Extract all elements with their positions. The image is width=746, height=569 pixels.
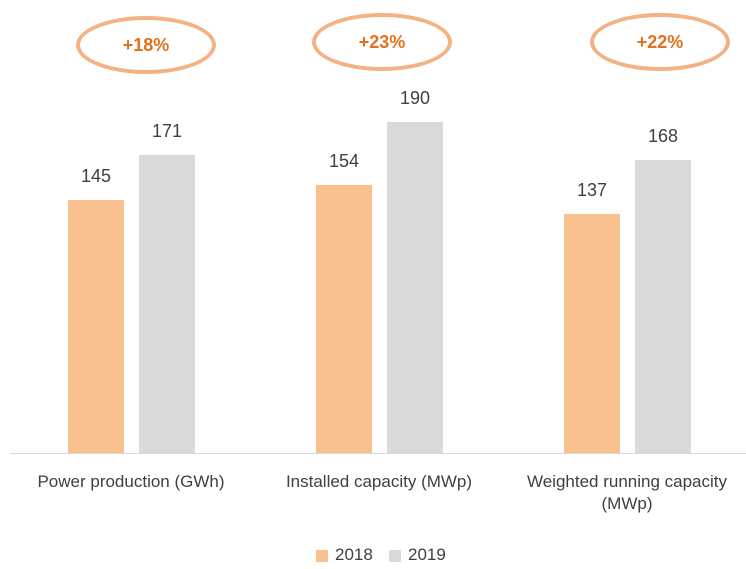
bar (316, 184, 372, 453)
annotation: +22% (590, 13, 730, 71)
bar (564, 214, 620, 453)
legend-label: 2019 (408, 545, 446, 564)
value-label: 168 (647, 126, 679, 147)
value-label: 154 (328, 150, 360, 171)
value-label: 171 (151, 121, 183, 142)
baseline (10, 453, 746, 454)
legend-swatch (316, 550, 328, 562)
bar (635, 160, 691, 453)
legend-swatch (389, 550, 401, 562)
bar (387, 122, 443, 453)
x-tick-label: Weighted running capacity (MWp) (526, 472, 728, 513)
annotation: +23% (312, 13, 452, 71)
value-label: 145 (80, 166, 112, 187)
legend-label: 2018 (335, 545, 373, 564)
value-label: 137 (576, 180, 608, 201)
bar (139, 155, 195, 453)
annotation: +18% (76, 16, 216, 74)
bar (68, 200, 124, 453)
x-tick-label: Installed capacity (MWp) (285, 472, 473, 491)
value-label: 190 (399, 88, 431, 108)
x-tick-label: Power production (GWh) (37, 472, 225, 491)
